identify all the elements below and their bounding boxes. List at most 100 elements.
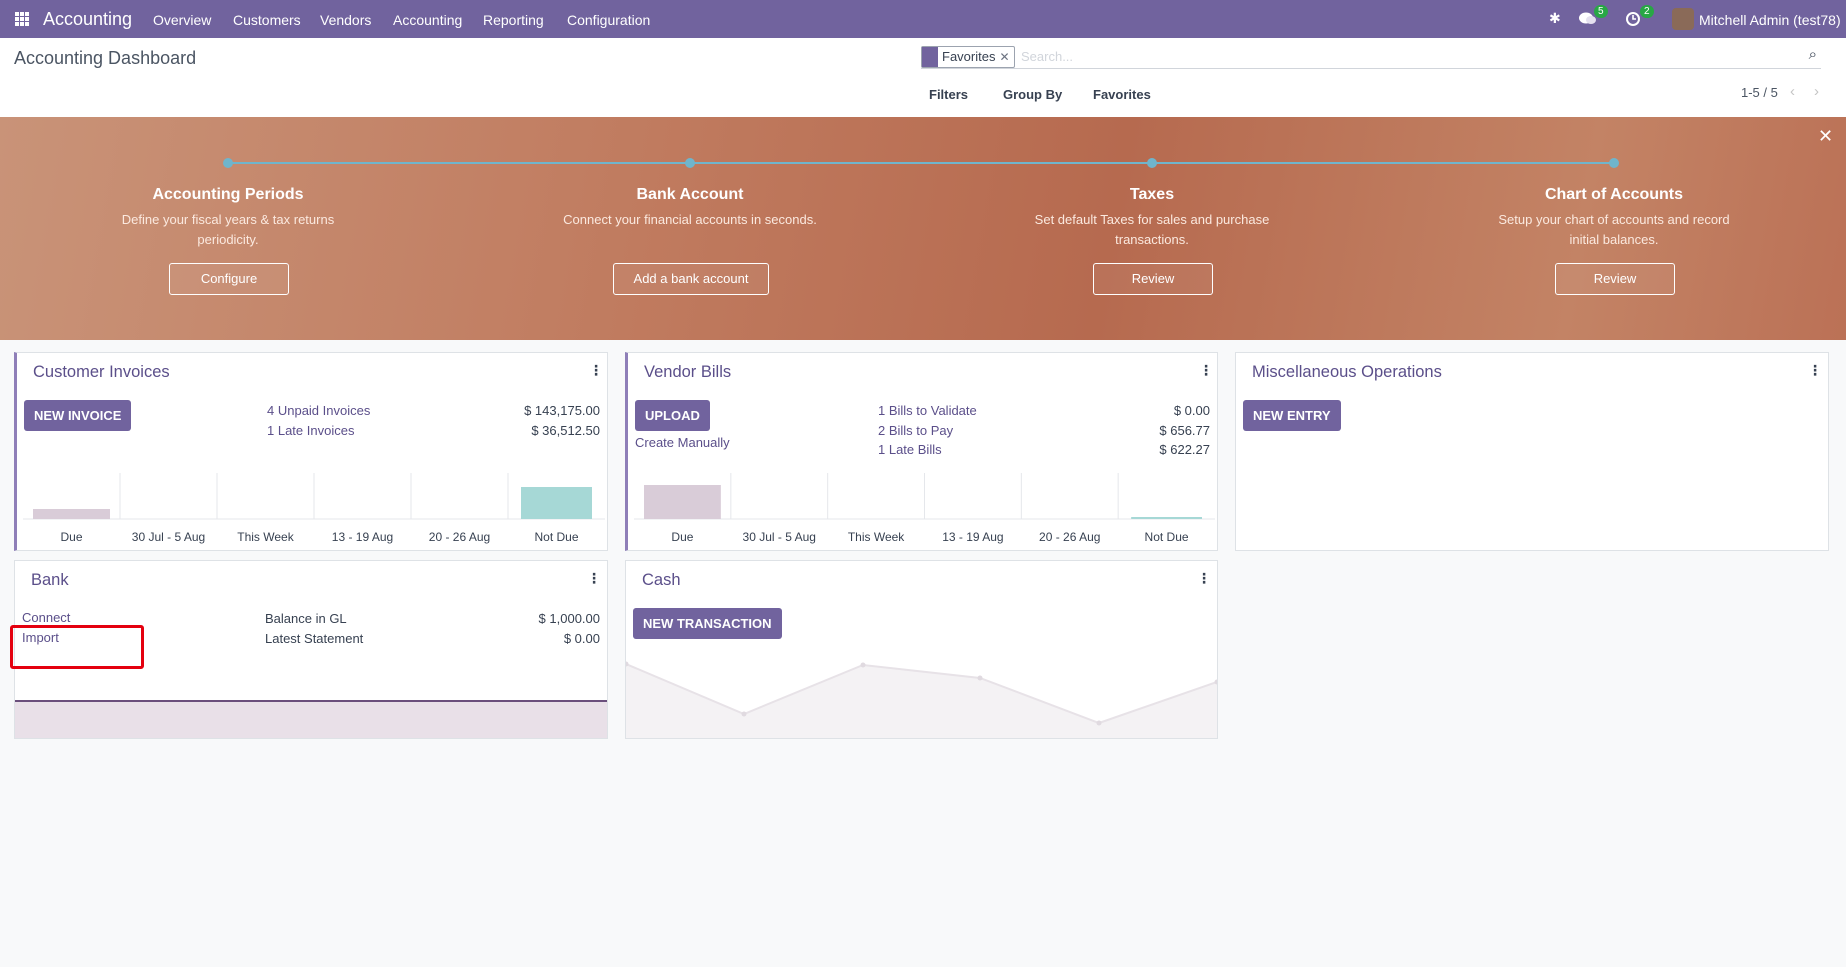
stat-label[interactable]: 1 Late Invoices	[267, 422, 355, 438]
graph-label: Due	[60, 530, 83, 544]
primary-button[interactable]: NEW INVOICE	[24, 400, 132, 431]
journal-card: Vendor Bills ⋮ UPLOAD Create Manually 1 Bill…	[625, 352, 1218, 551]
card-title[interactable]: Miscellaneous Operations	[1252, 363, 1442, 381]
graph-label: Not Due	[534, 530, 579, 544]
stat-label: Latest Statement	[265, 630, 364, 646]
card-title[interactable]: Cash	[642, 571, 681, 589]
step-button[interactable]: Configure	[169, 263, 289, 295]
stat-amount: $ 0.00	[563, 630, 600, 646]
search-button[interactable]: ⌕	[1808, 46, 1817, 63]
search-bar: Favorites ✕ Search... ⌕	[921, 46, 1821, 69]
card-title[interactable]: Vendor Bills	[644, 363, 732, 381]
step-button[interactable]: Add a bank account	[613, 263, 769, 295]
graph-label: 20 - 26 Aug	[1039, 530, 1101, 544]
journal-card: Customer Invoices ⋮ NEW INVOICE 4 Unpaid In…	[14, 352, 608, 551]
card-title[interactable]: Bank	[31, 571, 69, 589]
graph-area	[15, 701, 607, 738]
messages-badge: 5	[1594, 5, 1608, 18]
user-name[interactable]: Mitchell Admin (test78)	[1699, 12, 1841, 28]
graph-label: 20 - 26 Aug	[428, 530, 491, 544]
step-description: Define your fiscal years & tax returns p…	[121, 212, 335, 247]
menu-item[interactable]: Overview	[153, 12, 212, 28]
graph-label: 13 - 19 Aug	[331, 530, 394, 544]
primary-button[interactable]: NEW ENTRY	[1243, 400, 1341, 431]
step-button[interactable]: Review	[1555, 263, 1675, 295]
graph-point	[1214, 679, 1217, 685]
debug-icon[interactable]: ✱	[1549, 10, 1561, 26]
graph-svg	[23, 473, 605, 520]
card-title[interactable]: Customer Invoices	[33, 363, 170, 381]
step-description: Connect your financial accounts in secon…	[563, 212, 817, 227]
graph-label: 13 - 19 Aug	[942, 530, 1004, 544]
card-link[interactable]: Import	[22, 630, 59, 645]
graph-point	[1096, 720, 1102, 726]
graph-area	[626, 664, 1217, 738]
journal-card: Cash ⋮ NEW TRANSACTION	[625, 560, 1218, 739]
stat-amount: $ 36,512.50	[531, 422, 600, 438]
stat-label: Balance in GL	[265, 611, 347, 626]
stat-label[interactable]: 1 Bills to Validate	[878, 403, 977, 418]
menu-item[interactable]: Accounting	[393, 12, 463, 28]
app-name[interactable]: Accounting	[43, 9, 133, 29]
group-by-button[interactable]: Group By	[1003, 87, 1063, 102]
card-link[interactable]: Create Manually	[635, 435, 730, 450]
avatar[interactable]	[1672, 8, 1694, 30]
graph-label: This Week	[847, 530, 905, 544]
menu-item[interactable]: Vendors	[320, 12, 372, 28]
bar-graph	[634, 473, 1215, 523]
primary-button[interactable]: UPLOAD	[635, 400, 710, 431]
filters-button[interactable]: Filters	[929, 87, 969, 102]
onboarding-banner: ✕ Accounting Periods Define your fiscal ye…	[0, 117, 1846, 340]
navbar: Accounting Overview Customers Vendors Accoun…	[0, 0, 1846, 38]
graph-bar	[33, 509, 110, 519]
stat-label[interactable]: 4 Unpaid Invoices	[267, 403, 371, 418]
pager-prev[interactable]: ‹	[1790, 83, 1795, 100]
progress-line	[228, 162, 1614, 164]
stat-amount: $ 1,000.00	[538, 611, 600, 626]
stat-label[interactable]: 2 Bills to Pay	[878, 422, 954, 438]
graph-line	[626, 663, 1217, 725]
search-facet: Favorites ✕	[921, 46, 1015, 68]
step-button[interactable]: Review	[1093, 263, 1213, 295]
card-menu[interactable]: ⋮	[1199, 362, 1213, 378]
page-title: Accounting Dashboard	[14, 48, 197, 68]
facet-label: Favorites	[942, 49, 996, 64]
graph-point	[741, 711, 747, 717]
stat-label[interactable]: 1 Late Bills	[878, 442, 942, 457]
pager-next[interactable]: ›	[1814, 83, 1819, 100]
graph-point	[860, 662, 866, 668]
facet-remove[interactable]: ✕	[999, 50, 1010, 64]
stat-amount: $ 143,175.00	[524, 403, 600, 418]
graph-bar	[644, 485, 721, 519]
graph-svg	[634, 473, 1215, 520]
balance-graph	[15, 700, 607, 738]
primary-button[interactable]: NEW TRANSACTION	[633, 608, 782, 639]
highlight-box	[10, 625, 144, 669]
close-banner[interactable]: ✕	[1818, 126, 1834, 146]
apps-menu-icon[interactable]	[15, 12, 29, 26]
favorites-button[interactable]: Favorites	[1093, 87, 1151, 102]
messages-icon[interactable]	[1578, 9, 1598, 27]
graph-bar	[521, 487, 592, 519]
menu-item[interactable]: Customers	[233, 12, 301, 28]
activities-badge: 2	[1640, 5, 1654, 18]
search-input[interactable]: Search...	[1021, 49, 1074, 64]
card-menu[interactable]: ⋮	[587, 570, 601, 586]
stat-amount: $ 622.27	[1159, 442, 1210, 457]
card-link[interactable]: Connect	[22, 610, 71, 625]
chat-icon	[1579, 12, 1596, 24]
step-description: Set default Taxes for sales and purchase…	[1034, 212, 1270, 247]
menu-item[interactable]: Reporting	[483, 12, 544, 28]
card-menu[interactable]: ⋮	[1197, 570, 1211, 586]
step-description: Setup your chart of accounts and record …	[1498, 212, 1730, 247]
cash-graph	[626, 661, 1217, 738]
graph-label: Not Due	[1144, 530, 1189, 544]
activities-icon[interactable]	[1625, 10, 1643, 28]
step-title: Taxes	[1129, 186, 1175, 203]
pager: 1-5 / 5	[1741, 85, 1778, 100]
card-menu[interactable]: ⋮	[589, 362, 603, 378]
card-menu[interactable]: ⋮	[1808, 362, 1822, 378]
menu-item[interactable]: Configuration	[567, 12, 651, 28]
step-dot	[685, 158, 695, 168]
graph-bar	[1131, 517, 1202, 519]
